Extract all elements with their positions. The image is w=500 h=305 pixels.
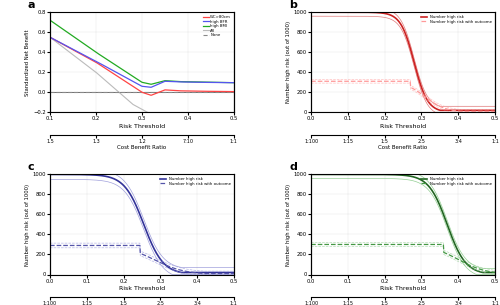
X-axis label: Risk Threshold: Risk Threshold <box>119 124 165 129</box>
Y-axis label: Number high risk (out of 1000): Number high risk (out of 1000) <box>24 183 29 266</box>
Text: c: c <box>28 162 34 172</box>
Legend: Number high risk, Number high risk with outcome: Number high risk, Number high risk with … <box>420 176 493 186</box>
Y-axis label: Standardized Net Benefit: Standardized Net Benefit <box>26 29 30 95</box>
Y-axis label: Number high risk (out of 1000): Number high risk (out of 1000) <box>286 183 290 266</box>
Text: b: b <box>289 0 297 10</box>
Text: d: d <box>289 162 297 172</box>
Legend: WC>80cm, high BFR, high BMI, All, None: WC>80cm, high BFR, high BMI, All, None <box>202 14 232 38</box>
Legend: Number high risk, Number high risk with outcome: Number high risk, Number high risk with … <box>160 176 232 186</box>
X-axis label: Risk Threshold: Risk Threshold <box>380 124 426 129</box>
Text: a: a <box>28 0 36 10</box>
Y-axis label: Number high risk (out of 1000): Number high risk (out of 1000) <box>286 21 290 103</box>
X-axis label: Risk Threshold: Risk Threshold <box>380 286 426 292</box>
Legend: Number high risk, Number high risk with outcome: Number high risk, Number high risk with … <box>420 14 493 24</box>
X-axis label: Risk Threshold: Risk Threshold <box>119 286 165 292</box>
X-axis label: Cost Benefit Ratio: Cost Benefit Ratio <box>378 145 428 150</box>
X-axis label: Cost Benefit Ratio: Cost Benefit Ratio <box>118 145 166 150</box>
